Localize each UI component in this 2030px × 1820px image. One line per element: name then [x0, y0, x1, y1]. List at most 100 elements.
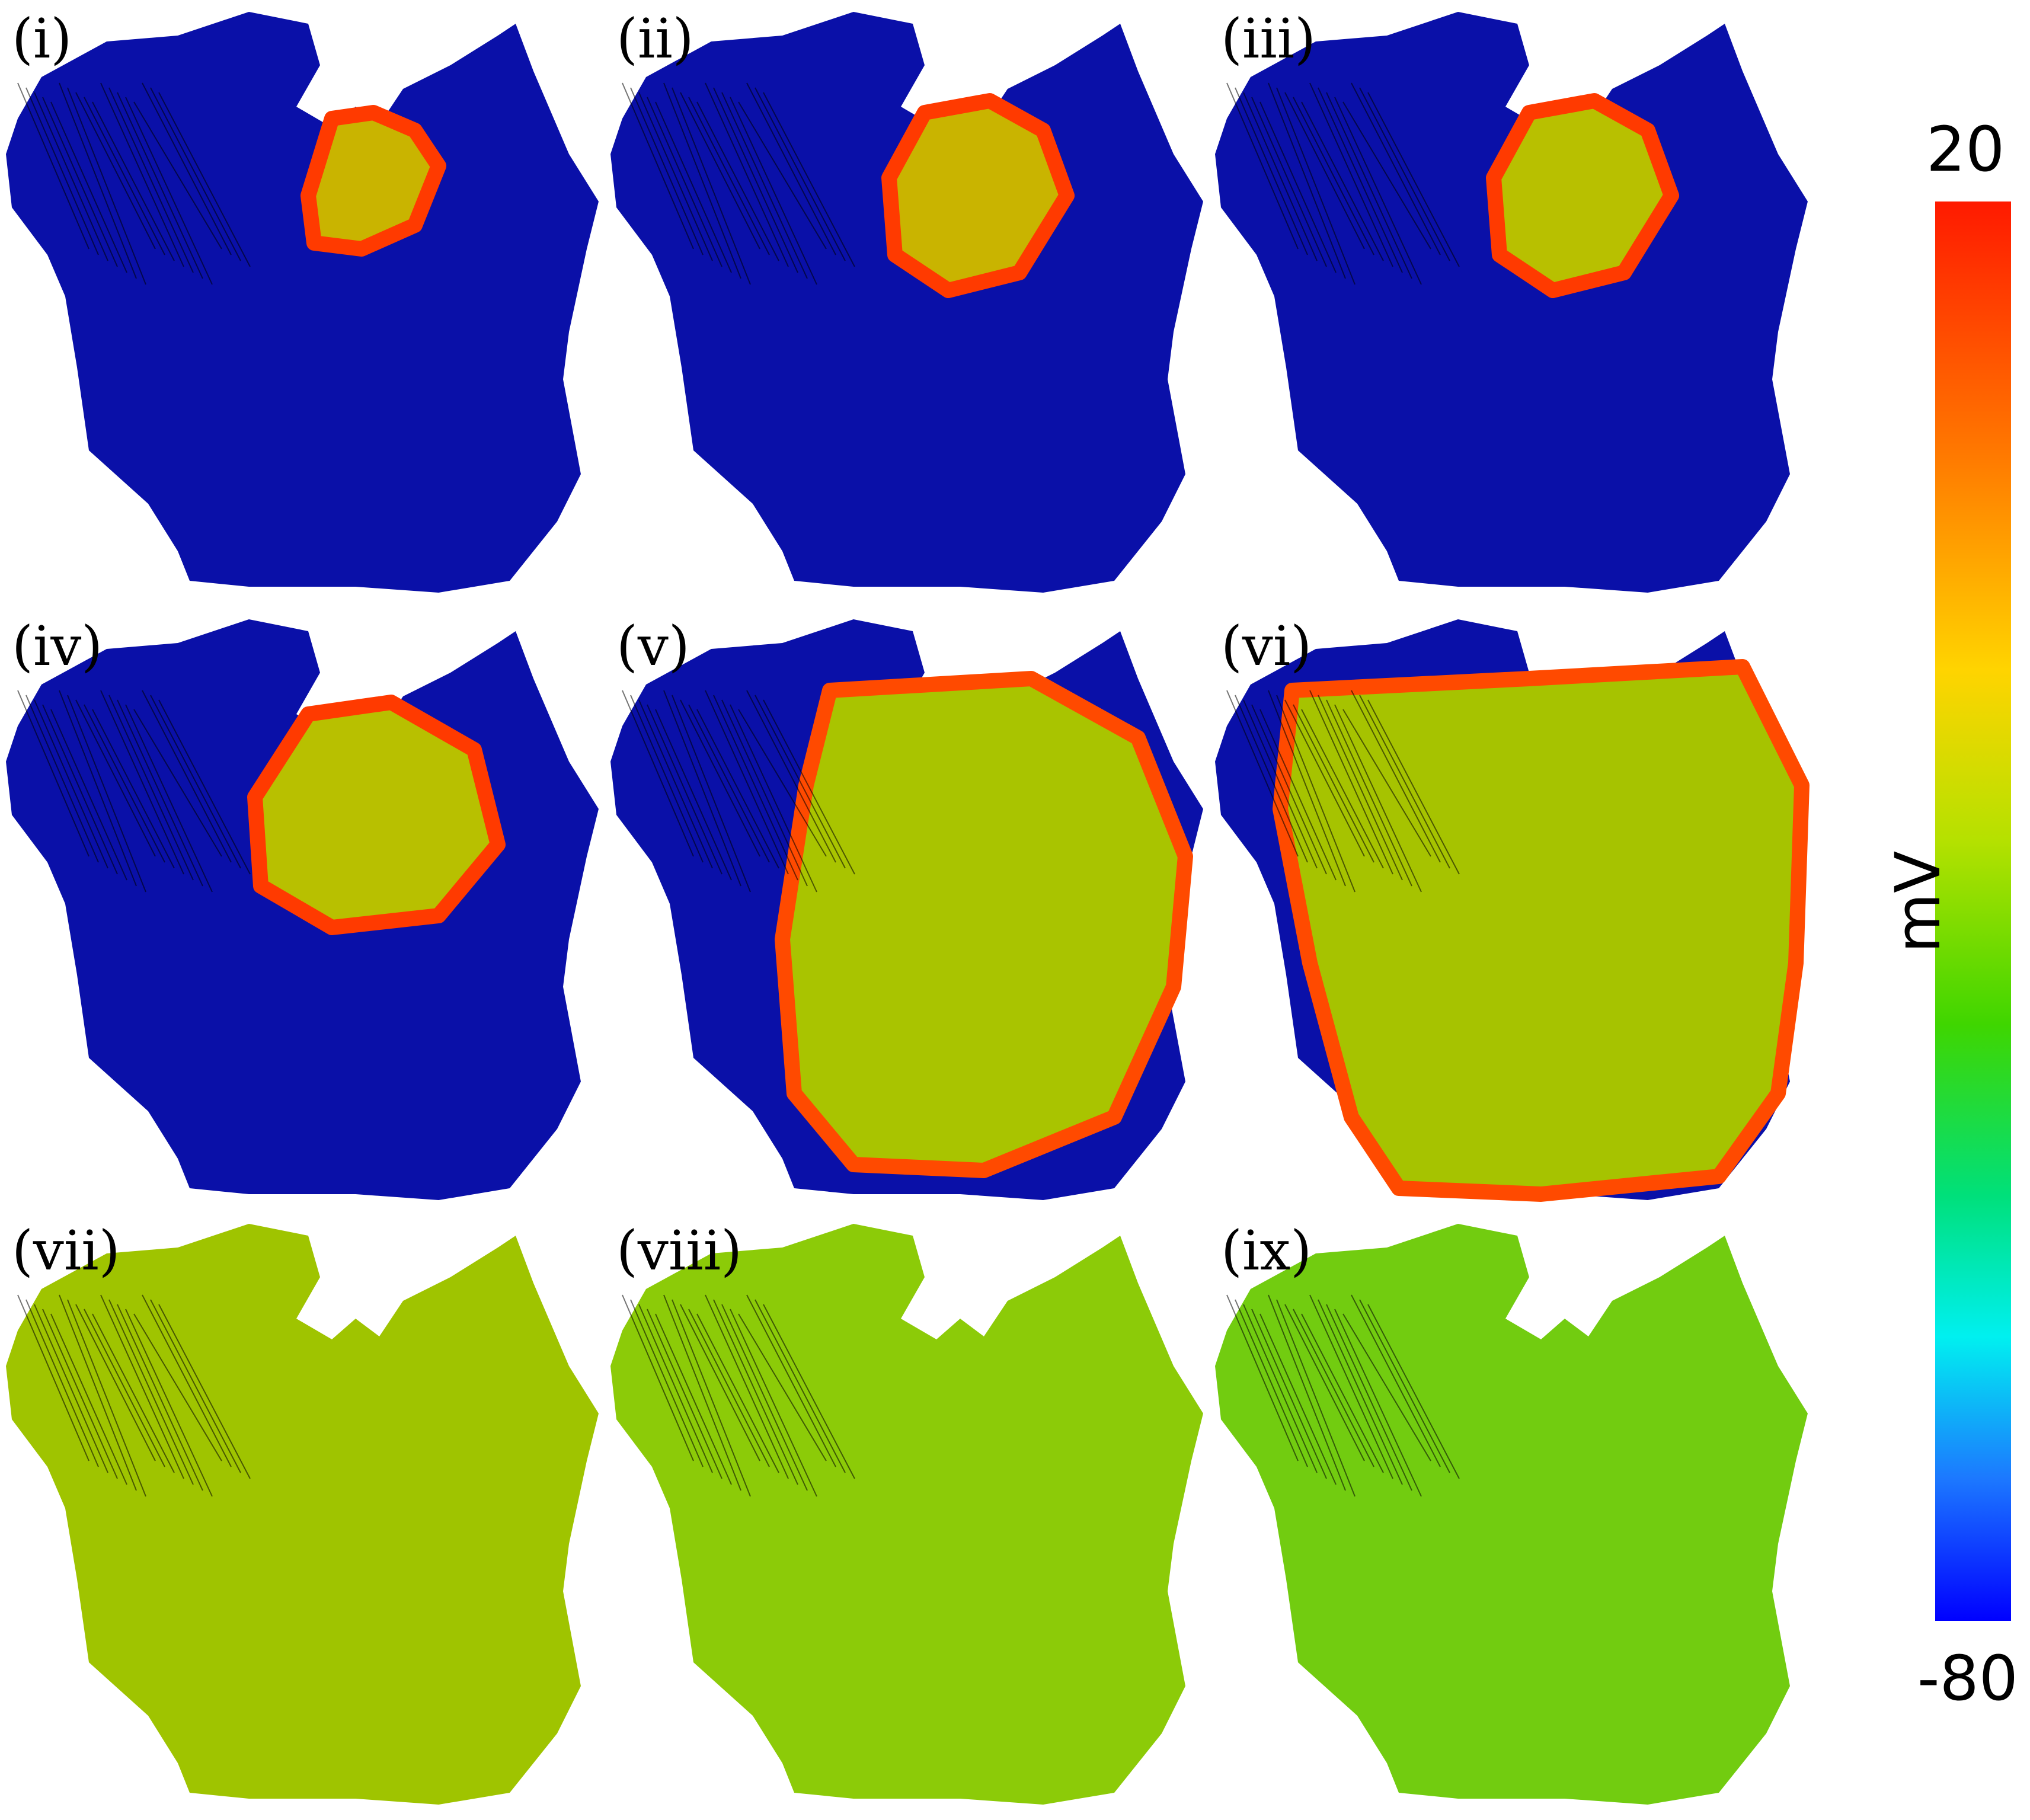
mesh-line	[59, 82, 137, 279]
mesh-line	[92, 1313, 175, 1473]
colorbar-min-label: -80	[1917, 1642, 2018, 1715]
atrium-map-4	[6, 619, 599, 1200]
mesh-line	[738, 1313, 827, 1461]
mesh-line	[630, 87, 704, 255]
mesh-line	[158, 1304, 251, 1479]
mesh-line	[1342, 709, 1431, 857]
mesh-line	[1334, 1309, 1422, 1497]
mesh-line	[1293, 1309, 1374, 1467]
panel-label: (vii)	[12, 1219, 120, 1282]
mesh-line	[25, 695, 99, 863]
mesh-line	[84, 704, 165, 863]
mesh-line	[730, 1309, 817, 1497]
mesh-line	[638, 1304, 713, 1473]
mesh-line	[1301, 709, 1384, 869]
mesh-line	[721, 92, 808, 279]
panel-label: (iv)	[12, 615, 103, 678]
mesh-line	[638, 699, 713, 869]
mesh-line	[1235, 695, 1308, 863]
panel-5: (v)	[605, 607, 1209, 1206]
mesh-line	[1243, 92, 1318, 261]
panel-4: (iv)	[0, 607, 605, 1206]
atrium-map-5	[610, 619, 1203, 1200]
mesh-line	[721, 699, 808, 887]
mesh-line	[1351, 1294, 1441, 1467]
mesh-line	[1301, 1313, 1384, 1473]
mesh-line	[688, 97, 770, 255]
panel-1: (i)	[0, 0, 605, 599]
activation-wavefront	[1273, 659, 1810, 1202]
atrium-tissue	[610, 12, 1203, 593]
mesh-line	[125, 704, 213, 893]
colorbar-unit-label: mV	[1882, 850, 1955, 954]
mesh-line	[1318, 695, 1403, 881]
atrium-map-9	[1215, 1224, 1808, 1805]
mesh-line	[1284, 1304, 1365, 1461]
mesh-line	[75, 1304, 156, 1461]
mesh-line	[42, 97, 118, 267]
mesh-line	[730, 704, 817, 893]
mesh-line	[117, 1304, 203, 1491]
mesh-line	[50, 101, 127, 273]
mesh-line	[705, 1294, 789, 1479]
atrium-tissue	[6, 12, 599, 593]
mesh-line	[1334, 97, 1422, 285]
mesh-line	[1309, 82, 1393, 267]
mesh-line	[75, 92, 156, 250]
mesh-line	[1276, 695, 1356, 893]
mesh-line	[647, 97, 723, 267]
panel-2: (ii)	[605, 0, 1209, 599]
mesh-line	[1259, 1313, 1337, 1485]
activation-wavefront	[1486, 93, 1679, 298]
mesh-line	[1235, 87, 1308, 255]
mesh-line	[1359, 695, 1450, 869]
mesh-line	[133, 1313, 222, 1461]
mesh-line	[746, 690, 836, 863]
mesh-line	[50, 709, 127, 881]
mesh-line	[1268, 1294, 1346, 1491]
mesh-line	[108, 87, 194, 273]
mesh-line	[647, 1309, 723, 1479]
panel-label: (i)	[12, 7, 72, 71]
mesh-line	[125, 97, 213, 285]
mesh-line	[1243, 699, 1318, 869]
mesh-line	[1309, 690, 1393, 875]
mesh-line	[133, 709, 222, 857]
mesh-line	[622, 82, 694, 250]
mesh-line	[630, 1299, 704, 1467]
mesh-line	[721, 1304, 808, 1491]
mesh-line	[672, 1299, 751, 1497]
mesh-line	[763, 1304, 855, 1479]
mesh-line	[755, 87, 846, 261]
mesh-line	[108, 695, 194, 881]
mesh-line	[67, 695, 146, 893]
mesh-line	[1251, 1309, 1327, 1479]
atrium-map-3	[1215, 12, 1808, 593]
mesh-line	[688, 1309, 770, 1467]
mesh-line	[1301, 101, 1384, 261]
mesh-line	[25, 87, 99, 255]
mesh-line	[663, 690, 741, 887]
atrium-map-6	[1215, 619, 1810, 1202]
atrium-map-7	[6, 1224, 599, 1805]
mesh-line	[1326, 699, 1412, 887]
mesh-line	[133, 101, 222, 250]
mesh-line	[705, 82, 789, 267]
mesh-line	[50, 1313, 127, 1485]
mesh-line	[1293, 704, 1374, 863]
mesh-line	[1334, 704, 1422, 893]
mesh-line	[630, 695, 704, 863]
mesh-line	[746, 1294, 836, 1467]
mesh-line	[1367, 92, 1460, 267]
mesh-line	[1342, 101, 1431, 250]
mesh-line	[1326, 1304, 1412, 1491]
atrium-map-2	[610, 12, 1203, 593]
mesh-line	[622, 690, 694, 857]
mesh-line	[1342, 1313, 1431, 1461]
mesh-line	[34, 699, 108, 869]
mesh-line	[1367, 699, 1460, 875]
mesh-line	[1226, 1294, 1299, 1461]
mesh-line	[1367, 1304, 1460, 1479]
panel-9: (ix)	[1209, 1212, 1814, 1811]
mesh-line	[1293, 97, 1374, 255]
